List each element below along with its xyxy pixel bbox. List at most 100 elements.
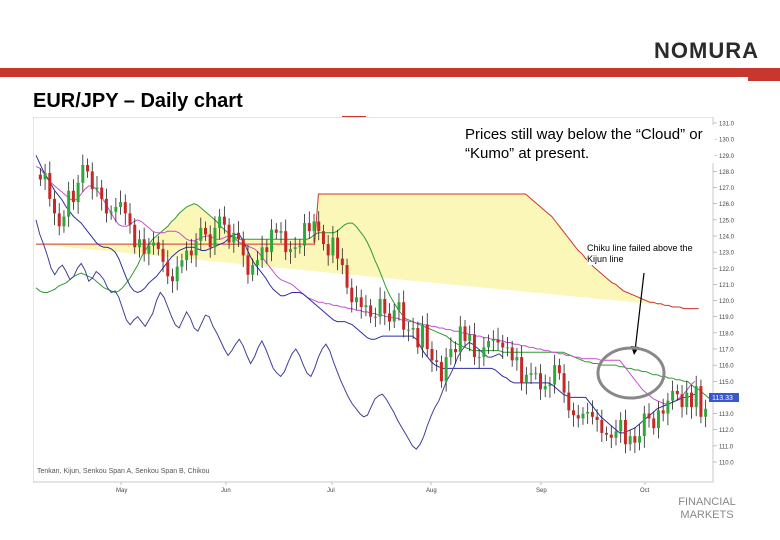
candle-body: [119, 202, 123, 207]
annotation-arrow: [634, 272, 645, 352]
candle-body: [685, 392, 689, 408]
candle-body: [388, 313, 392, 322]
y-tick-label: 119.0: [719, 315, 734, 321]
candle-body: [656, 410, 660, 429]
y-tick-label: 121.0: [719, 283, 735, 289]
candle-body: [369, 305, 373, 317]
candle-body: [354, 297, 358, 303]
candle-body: [487, 340, 491, 348]
candle-body: [468, 334, 472, 341]
chart-legend: Tenkan, Kijun, Senkou Span A, Senkou Spa…: [37, 468, 210, 475]
candle-body: [529, 373, 533, 375]
candle-body: [539, 373, 542, 390]
candle-body: [307, 223, 311, 232]
highlight-ellipse: [596, 346, 666, 400]
candle-body: [204, 227, 207, 235]
candle-body: [86, 164, 90, 172]
kijun-line: [35, 155, 696, 434]
candle-body: [600, 420, 604, 433]
candle-body: [227, 224, 231, 243]
candle-body: [425, 324, 429, 349]
candle-body: [680, 394, 684, 408]
candle-body: [633, 436, 637, 443]
candle-body: [133, 224, 137, 248]
header-red-bar: [0, 68, 780, 77]
y-tick-label: 124.0: [719, 235, 735, 241]
candle-body: [222, 216, 226, 225]
candle-body: [175, 266, 179, 282]
candle-body: [421, 324, 425, 348]
candle-body: [581, 413, 585, 419]
candle-body: [364, 305, 368, 308]
y-tick-label: 125.0: [719, 218, 735, 224]
candle-body: [336, 237, 340, 259]
candle-body: [95, 187, 99, 190]
candle-body: [694, 386, 698, 408]
candle-body: [435, 360, 439, 362]
candle-body: [284, 231, 288, 253]
candle-body: [76, 182, 80, 203]
ichimoku-chart: 131.0 130.0 129.0 128.0 127.0 126.0 125.0 124.0…: [32, 116, 739, 494]
candle-body: [614, 431, 618, 438]
candle-body: [458, 326, 462, 353]
chikou-annotation: Chiku line failed above the Kijun line: [587, 243, 693, 264]
candle-body: [704, 408, 708, 417]
candle-body: [350, 287, 354, 303]
candle-body: [505, 347, 509, 349]
candle-body: [48, 173, 52, 199]
candle-body: [128, 213, 132, 225]
candle-body: [661, 410, 665, 414]
brand-logo: NOMURA: [654, 38, 759, 63]
candle-body: [699, 386, 703, 417]
candle-body: [71, 190, 75, 203]
y-tick-label: 118.0: [719, 331, 734, 337]
x-tick-label: Aug: [426, 488, 437, 494]
candle-body: [463, 326, 467, 341]
candle-body: [383, 298, 387, 314]
candle-body: [38, 174, 42, 180]
y-tick-label: 116.0: [719, 364, 734, 370]
candle-body: [43, 173, 47, 180]
candle-body: [279, 231, 283, 233]
candle-body: [605, 432, 609, 435]
y-tick-label: 126.0: [719, 202, 735, 208]
candle-body: [553, 365, 557, 385]
candle-body: [534, 373, 538, 375]
y-tick-label: 110.0: [719, 461, 734, 467]
candle-body: [321, 231, 325, 245]
candle-body: [123, 202, 127, 214]
candle-body: [482, 347, 486, 358]
candle-body: [114, 206, 118, 212]
candle-body: [340, 258, 344, 266]
candle-layer: [38, 154, 708, 454]
candle-body: [331, 237, 335, 256]
candle-body: [166, 261, 170, 277]
y-tick-label: 127.0: [719, 186, 735, 192]
candle-body: [439, 361, 443, 382]
candle-body: [411, 328, 415, 330]
candle-body: [416, 328, 420, 348]
candle-body: [326, 244, 330, 256]
candle-body: [251, 265, 255, 275]
candle-body: [345, 265, 349, 288]
candle-body: [265, 247, 269, 253]
y-tick-label: 122.0: [719, 267, 735, 273]
candle-body: [185, 250, 189, 261]
candle-body: [312, 221, 316, 232]
candle-body: [548, 384, 552, 387]
candle-body: [675, 390, 679, 395]
candle-body: [671, 390, 675, 401]
y-tick-label: 113.0: [719, 412, 734, 418]
candle-body: [161, 248, 165, 262]
candle-body: [378, 298, 382, 317]
kumo-cloud: [36, 194, 699, 309]
page-title: EUR/JPY – Daily chart: [33, 90, 243, 112]
candle-body: [444, 357, 448, 382]
candle-body: [137, 239, 141, 248]
candle-body: [232, 232, 236, 243]
candle-body: [543, 386, 547, 390]
candle-body: [152, 242, 156, 246]
cloud-layer: [36, 194, 699, 309]
candle-body: [170, 276, 174, 282]
candle-body: [430, 349, 434, 361]
